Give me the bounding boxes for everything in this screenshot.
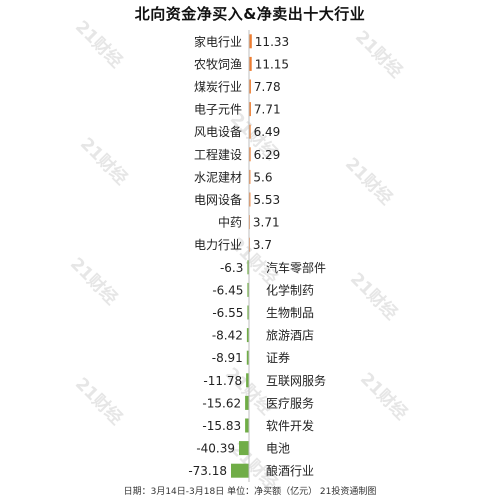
- category-label-12: 生物制品: [266, 306, 314, 320]
- bar-6: [249, 169, 251, 184]
- category-label-9: 电力行业: [194, 238, 242, 252]
- value-label-19: -73.18: [188, 464, 227, 478]
- category-label-13: 旅游酒店: [266, 329, 314, 343]
- category-label-19: 酿酒行业: [266, 463, 314, 478]
- watermark-0: 21财经: [71, 16, 127, 72]
- watermark-5: 21财经: [66, 253, 122, 309]
- category-label-15: 互联网服务: [266, 373, 326, 388]
- category-label-18: 电池: [266, 442, 290, 456]
- value-label-11: -6.45: [212, 283, 243, 297]
- category-label-11: 化学制药: [266, 282, 314, 297]
- value-label-1: 11.15: [255, 57, 289, 71]
- bar-16: [245, 395, 249, 410]
- watermark-8: 21财经: [71, 373, 127, 429]
- watermark-6: 21财经: [346, 268, 402, 324]
- value-label-5: 6.29: [254, 148, 281, 162]
- value-label-4: 6.49: [254, 125, 281, 139]
- watermark-3: 21财经: [341, 153, 397, 209]
- category-label-3: 电子元件: [194, 103, 242, 117]
- value-label-14: -8.91: [212, 351, 243, 365]
- category-label-5: 工程建设: [194, 147, 242, 162]
- bar-11: [247, 282, 249, 297]
- value-label-6: 5.6: [253, 170, 272, 184]
- category-label-4: 风电设备: [194, 125, 242, 139]
- value-label-13: -8.42: [212, 329, 243, 343]
- bar-14: [246, 350, 249, 365]
- bar-2: [249, 79, 251, 94]
- value-label-18: -40.39: [196, 442, 235, 456]
- watermark-1: 21财经: [351, 26, 407, 82]
- labels-layer: 家电行业 11.33 农牧饲渔 11.15 煤炭行业 7.78 电子元件 7.71 风电设备 6.…: [188, 34, 326, 478]
- bar-1: [249, 56, 252, 71]
- value-label-17: -15.83: [202, 419, 241, 433]
- category-label-2: 煤炭行业: [194, 80, 242, 94]
- value-label-0: 11.33: [255, 35, 289, 49]
- watermark-2: 21财经: [76, 133, 132, 189]
- category-label-7: 电网设备: [194, 193, 242, 207]
- value-label-12: -6.55: [212, 306, 243, 320]
- bar-19: [231, 463, 249, 478]
- category-label-1: 农牧饲渔: [194, 57, 242, 71]
- bar-13: [246, 328, 249, 343]
- bar-3: [249, 102, 251, 117]
- value-label-2: 7.78: [254, 80, 281, 94]
- bar-10: [247, 260, 249, 275]
- value-label-3: 7.71: [254, 103, 281, 117]
- category-label-10: 汽车零部件: [266, 260, 326, 275]
- bar-4: [249, 124, 251, 139]
- category-label-14: 证券: [266, 350, 290, 365]
- chart-title: 北向资金净买入&净卖出十大行业: [134, 5, 366, 23]
- value-label-7: 5.53: [253, 193, 280, 207]
- value-label-9: 3.7: [253, 238, 272, 252]
- category-label-17: 软件开发: [266, 418, 314, 433]
- bar-5: [249, 147, 251, 162]
- value-label-8: 3.71: [253, 216, 280, 230]
- bar-0: [249, 34, 252, 49]
- bar-7: [249, 192, 251, 207]
- category-label-8: 中药: [218, 215, 242, 230]
- category-label-6: 水泥建材: [194, 170, 242, 184]
- category-label-0: 家电行业: [194, 34, 242, 49]
- category-label-16: 医疗服务: [266, 395, 314, 410]
- bar-12: [247, 305, 249, 320]
- value-label-15: -11.78: [203, 374, 242, 388]
- watermark-9: 21财经: [356, 368, 412, 424]
- bar-15: [246, 373, 249, 388]
- bar-18: [239, 441, 249, 456]
- value-label-16: -15.62: [202, 396, 241, 410]
- bar-17: [245, 418, 249, 433]
- value-label-10: -6.3: [220, 261, 243, 275]
- footnote: 日期：3月14日-3月18日 单位：净买额（亿元） 21投资通制图: [123, 487, 377, 497]
